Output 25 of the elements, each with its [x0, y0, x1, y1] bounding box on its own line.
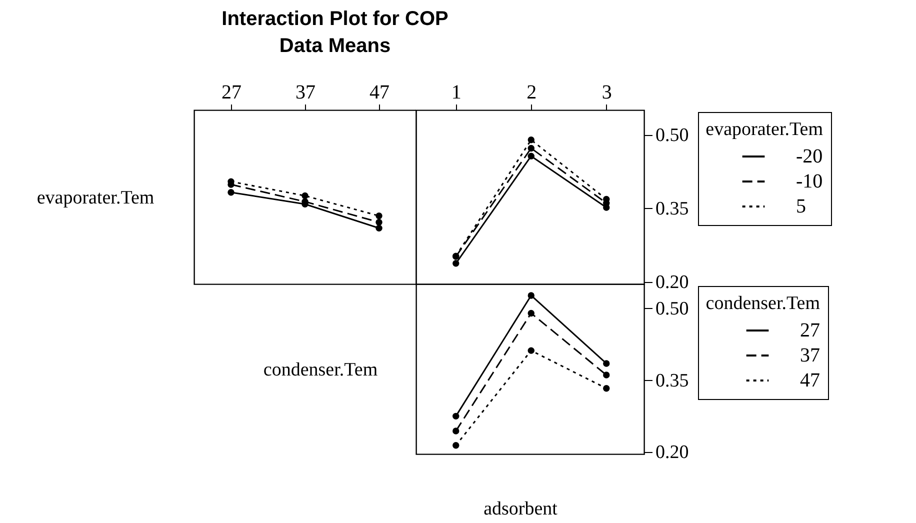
y-axis-title: evaporater.Tem — [36, 188, 154, 208]
y-tick-label: 0.50 — [656, 125, 689, 146]
legend-label: 27 — [800, 320, 820, 342]
legend-label: -10 — [796, 170, 823, 192]
legend-label: -20 — [796, 146, 823, 168]
legend-title: condenser.Tem — [706, 293, 820, 314]
y-tick-label: 0.20 — [656, 442, 689, 464]
x-tick-label: 3 — [602, 82, 612, 104]
x-tick-label: 47 — [370, 82, 390, 104]
chart-subtitle: Data Means — [278, 34, 392, 59]
x-tick-label: 37 — [296, 82, 316, 104]
y-axis-title: condenser.Tem — [263, 360, 378, 380]
x-axis-title: adsorbent — [484, 498, 558, 520]
x-tick-label: 2 — [526, 82, 537, 104]
legend-label: 5 — [796, 196, 806, 218]
x-tick-label: 1 — [451, 82, 462, 104]
x-tick-label: 27 — [222, 82, 242, 104]
y-tick-label: 0.20 — [656, 272, 689, 294]
legend-title: evaporater.Tem — [706, 119, 824, 140]
y-tick-label: 0.35 — [656, 370, 689, 392]
y-tick-label: 0.50 — [656, 298, 689, 320]
y-tick-label: 0.35 — [656, 198, 689, 220]
legend-label: 47 — [800, 370, 820, 392]
chart-title: Interaction Plot for COP — [220, 7, 450, 32]
legend-label: 37 — [800, 344, 820, 366]
